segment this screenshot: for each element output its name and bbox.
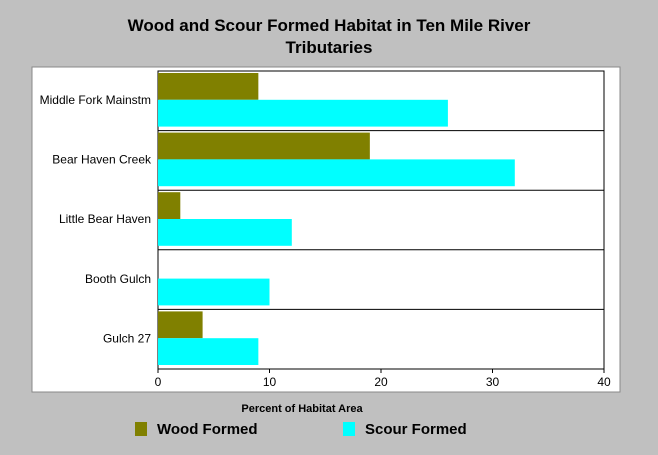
y-tick-label: Gulch 27 bbox=[103, 331, 151, 345]
bar bbox=[158, 311, 203, 339]
bar bbox=[158, 338, 259, 365]
y-tick-label: Bear Haven Creek bbox=[52, 153, 152, 167]
bar bbox=[158, 132, 370, 160]
bar bbox=[158, 192, 181, 219]
x-tick-label: 30 bbox=[486, 375, 500, 389]
bar bbox=[158, 99, 448, 127]
x-tick-label: 40 bbox=[597, 375, 611, 389]
legend-swatch bbox=[135, 422, 147, 436]
x-axis-label: Percent of Habitat Area bbox=[241, 403, 363, 415]
legend-label: Wood Formed bbox=[157, 421, 258, 438]
y-tick-label: Little Bear Haven bbox=[59, 212, 151, 226]
legend-swatch bbox=[343, 422, 355, 436]
bar bbox=[158, 159, 515, 187]
bar bbox=[158, 219, 292, 246]
y-tick-label: Booth Gulch bbox=[85, 272, 151, 286]
bar bbox=[158, 73, 259, 100]
legend-label: Scour Formed bbox=[365, 421, 467, 438]
chart-title: Wood and Scour Formed Habitat in Ten Mil… bbox=[127, 16, 531, 57]
x-tick-label: 0 bbox=[155, 375, 162, 389]
y-tick-label: Middle Fork Mainstm bbox=[40, 93, 151, 107]
bar bbox=[158, 278, 270, 306]
x-tick-label: 10 bbox=[263, 375, 277, 389]
x-tick-label: 20 bbox=[374, 375, 388, 389]
